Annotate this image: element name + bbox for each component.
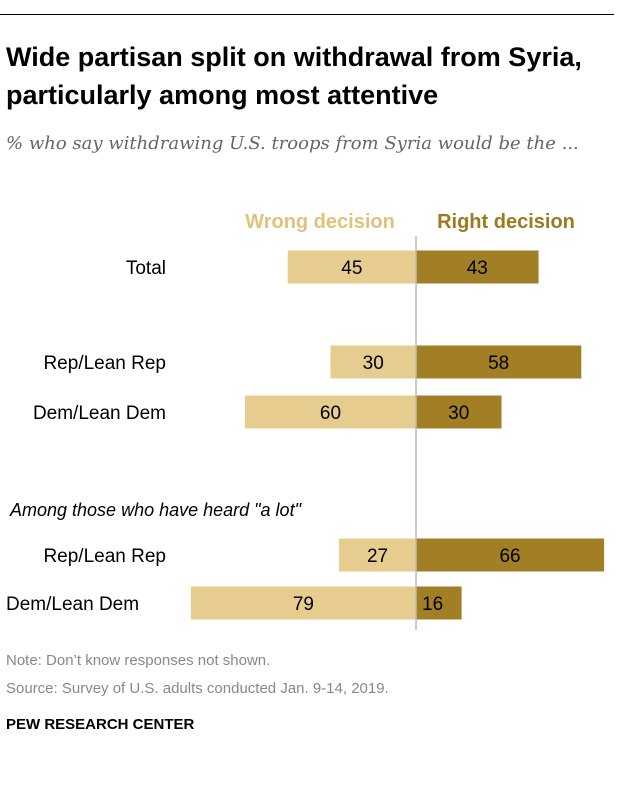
value-label-right: 58 xyxy=(488,353,509,374)
value-label-wrong: 45 xyxy=(341,258,362,279)
bar-wrong-decision xyxy=(330,345,416,379)
top-rule xyxy=(0,14,614,15)
value-label-right: 16 xyxy=(422,594,443,615)
chart-subtitle: % who say withdrawing U.S. troops from S… xyxy=(6,133,579,154)
category-label: Total xyxy=(126,258,166,279)
brand-label: PEW RESEARCH CENTER xyxy=(6,716,195,733)
bar-right-decision xyxy=(416,250,539,284)
section-label: Among those who have heard "a lot" xyxy=(9,500,303,520)
bar-wrong-decision xyxy=(339,538,416,572)
legend-wrong-decision: Wrong decision xyxy=(245,211,395,233)
bar-wrong-decision xyxy=(190,586,416,620)
bar-wrong-decision xyxy=(245,395,416,429)
value-label-right: 30 xyxy=(448,403,469,424)
category-label: Rep/Lean Rep xyxy=(43,546,166,567)
category-label: Rep/Lean Rep xyxy=(43,353,166,374)
source-text: Source: Survey of U.S. adults conducted … xyxy=(6,680,389,697)
bar-right-decision xyxy=(416,586,462,620)
category-label: Dem/Lean Dem xyxy=(6,594,139,615)
bar-right-decision xyxy=(416,395,502,429)
value-label-right: 66 xyxy=(499,546,520,567)
value-label-wrong: 79 xyxy=(293,594,314,615)
value-label-wrong: 27 xyxy=(367,546,388,567)
bar-wrong-decision xyxy=(287,250,416,284)
bar-right-decision xyxy=(416,345,582,379)
value-label-wrong: 60 xyxy=(320,403,341,424)
bar-right-decision xyxy=(416,538,605,572)
value-label-wrong: 30 xyxy=(363,353,384,374)
chart-title: Wide partisan split on withdrawal from S… xyxy=(6,42,582,110)
category-label: Dem/Lean Dem xyxy=(33,403,166,424)
note-text: Note: Don’t know responses not shown. xyxy=(6,652,271,669)
legend-right-decision: Right decision xyxy=(437,211,575,233)
value-label-right: 43 xyxy=(467,258,488,279)
